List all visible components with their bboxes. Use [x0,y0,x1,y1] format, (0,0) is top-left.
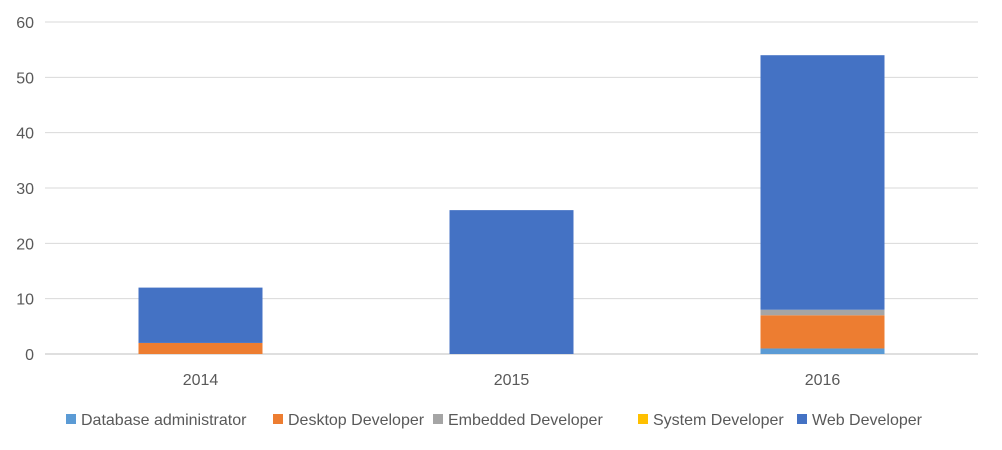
bars [138,55,885,354]
legend: Database administrator Desktop Developer E… [66,412,923,429]
y-tick-label: 50 [16,70,34,87]
y-tick-label: 10 [16,292,34,309]
x-tick-label: 2016 [805,372,841,389]
legend-swatch [273,414,283,424]
x-tick-label: 2015 [494,372,530,389]
x-axis: 2014 2015 2016 [183,372,841,389]
bar-segment [449,210,574,354]
legend-swatch [638,414,648,424]
legend-label: Desktop Developer [288,412,425,429]
x-tick-label: 2014 [183,372,219,389]
bar-segment [760,55,885,310]
bar-segment [760,348,885,354]
legend-label: System Developer [653,412,784,429]
legend-swatch [66,414,76,424]
y-tick-label: 20 [16,236,34,253]
bar-segment [760,315,885,349]
legend-label: Web Developer [812,412,923,429]
bar-segment [760,309,885,316]
y-tick-label: 30 [16,181,34,198]
legend-swatch [433,414,443,424]
bar-segment [138,287,263,343]
legend-label: Database administrator [81,412,247,429]
legend-label: Embedded Developer [448,412,603,429]
y-axis: 0 10 20 30 40 50 60 [16,15,34,364]
legend-swatch [797,414,807,424]
bar-segment [138,342,263,354]
y-tick-label: 0 [25,347,34,364]
y-tick-label: 40 [16,126,34,143]
y-tick-label: 60 [16,15,34,32]
